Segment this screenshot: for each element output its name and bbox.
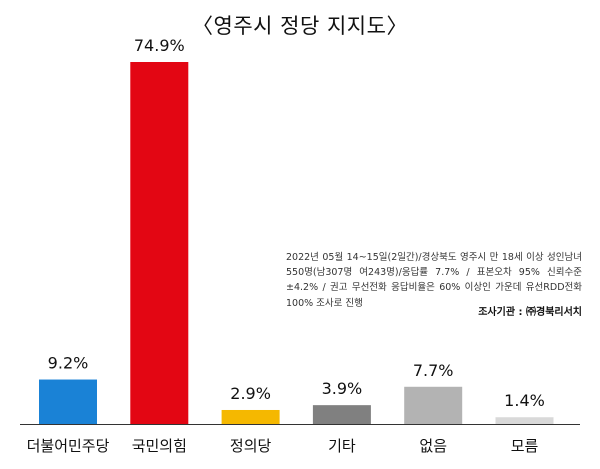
category-label-5: 모름	[511, 437, 539, 455]
chart-title: 〈영주시 정당 지지도〉	[192, 14, 408, 38]
value-label-5: 1.4%	[504, 391, 545, 410]
value-label-4: 7.7%	[413, 361, 454, 380]
bar-0	[39, 379, 97, 424]
survey-methodology-note: 2022년 05월 14~15일(2일간)/경상북도 영주시 만 18세 이상 …	[286, 252, 582, 309]
survey-agency-credit: 조사기관 : ㈜경북리서치	[478, 307, 582, 318]
bar-2	[221, 409, 280, 424]
category-label-1: 국민의힘	[132, 437, 187, 455]
value-label-0: 9.2%	[48, 354, 89, 373]
value-label-1: 74.9%	[134, 36, 185, 55]
bar-4	[404, 386, 463, 424]
category-label-2: 정의당	[230, 437, 272, 455]
bar-1	[130, 62, 189, 424]
category-label-3: 기타	[328, 437, 356, 455]
value-label-2: 2.9%	[230, 384, 271, 403]
bar-3	[312, 405, 371, 424]
category-label-0: 더불어민주당	[27, 437, 110, 455]
category-label-4: 없음	[419, 437, 447, 455]
value-label-3: 3.9%	[322, 379, 363, 398]
bar-5	[495, 417, 554, 424]
